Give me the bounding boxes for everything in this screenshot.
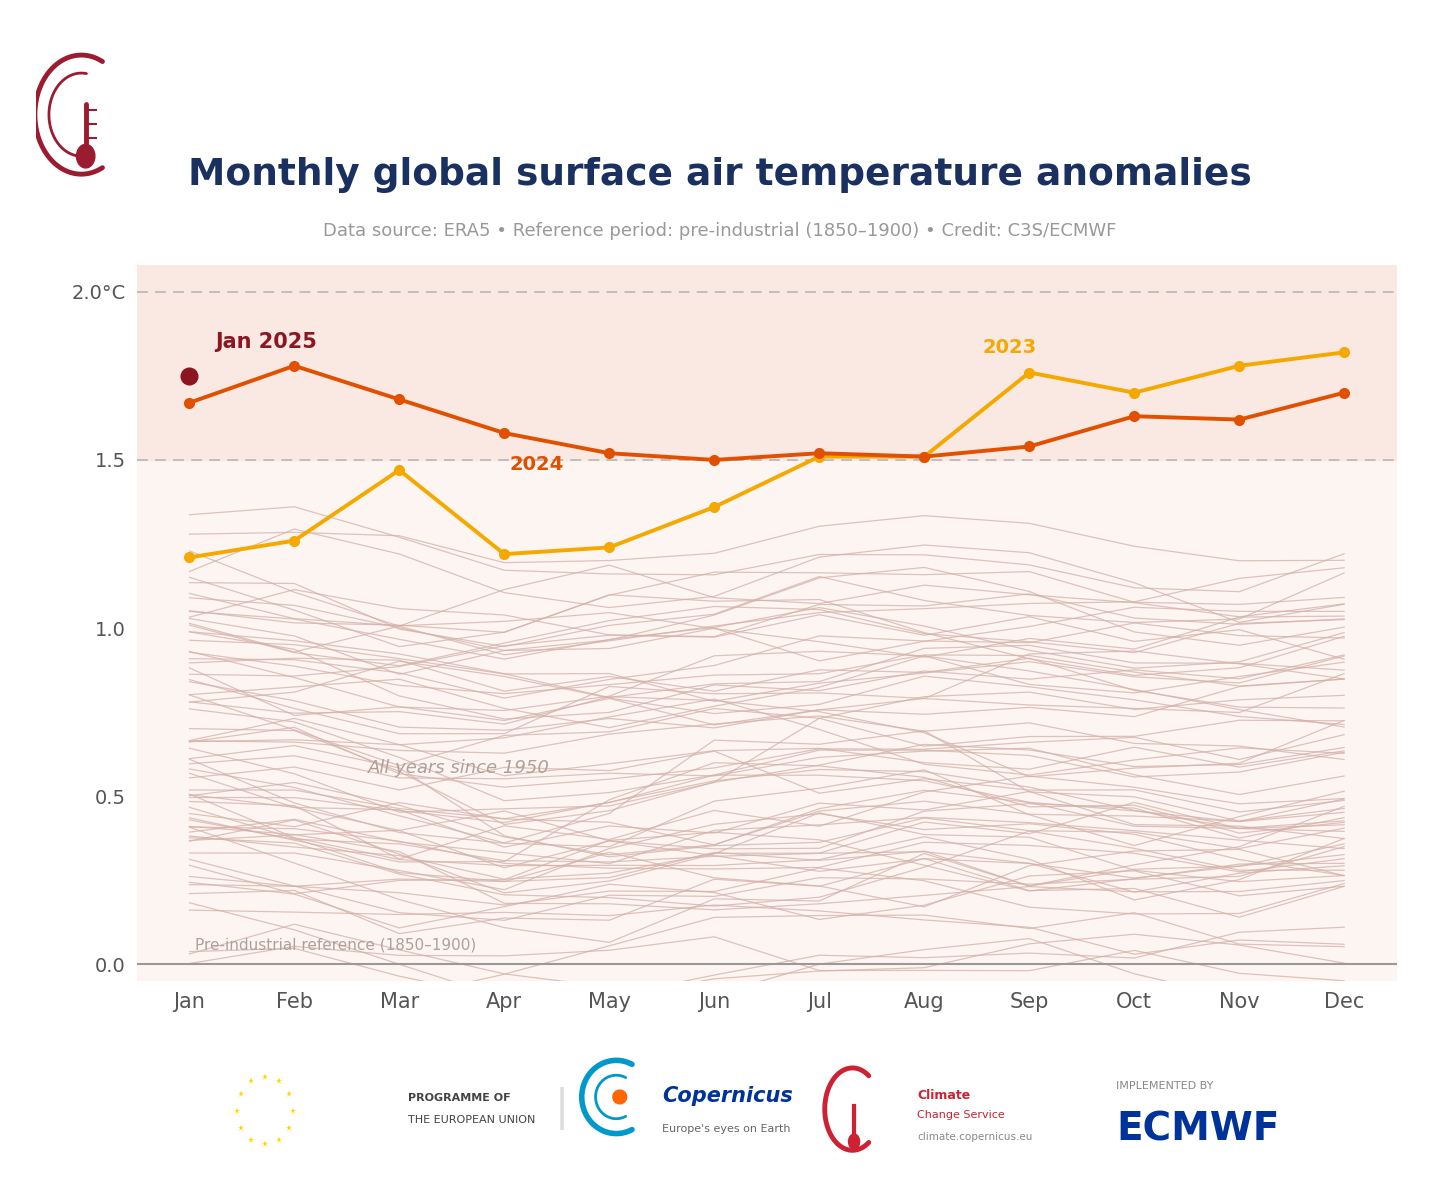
Text: ECMWF: ECMWF — [1116, 1110, 1279, 1149]
Text: Jan 2025: Jan 2025 — [216, 332, 317, 353]
Text: Data source: ERA5 • Reference period: pre-industrial (1850–1900) • Credit: C3S/E: Data source: ERA5 • Reference period: pr… — [324, 223, 1116, 240]
Text: IMPLEMENTED BY: IMPLEMENTED BY — [1116, 1081, 1214, 1091]
Text: All years since 1950: All years since 1950 — [367, 759, 550, 777]
Text: Copernicus: Copernicus — [662, 1086, 793, 1105]
Text: THE EUROPEAN UNION: THE EUROPEAN UNION — [408, 1115, 534, 1125]
Circle shape — [76, 144, 95, 167]
Text: Change Service: Change Service — [917, 1110, 1005, 1120]
Text: 2023: 2023 — [982, 338, 1037, 358]
Text: climate.copernicus.eu: climate.copernicus.eu — [917, 1132, 1032, 1141]
Circle shape — [613, 1090, 626, 1104]
Text: Europe's eyes on Earth: Europe's eyes on Earth — [662, 1125, 791, 1134]
Text: Pre-industrial reference (1850–1900): Pre-industrial reference (1850–1900) — [194, 937, 475, 952]
Text: PROGRAMME OF: PROGRAMME OF — [408, 1093, 510, 1103]
Text: |: | — [554, 1087, 569, 1131]
Text: Climate: Climate — [917, 1090, 971, 1102]
Bar — [137, 265, 1397, 460]
Text: Monthly global surface air temperature anomalies: Monthly global surface air temperature a… — [189, 157, 1251, 193]
Circle shape — [848, 1134, 860, 1149]
Text: 2024: 2024 — [510, 455, 564, 474]
